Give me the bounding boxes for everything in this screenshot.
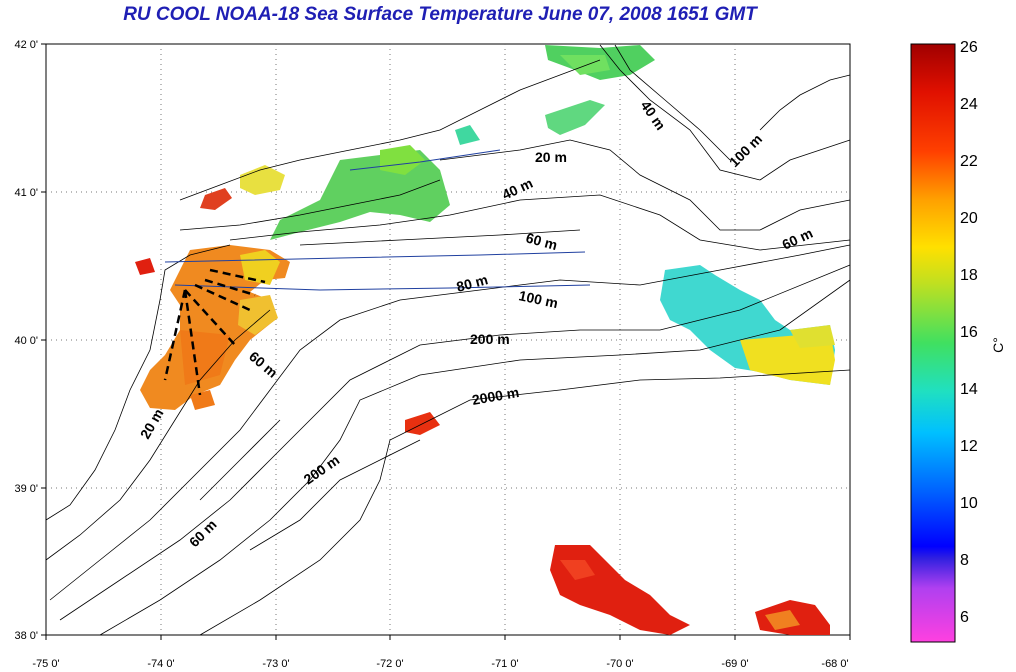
colorbar	[910, 43, 956, 643]
x-tick-label: -72 0'	[376, 658, 403, 670]
colorbar-tick: 26	[960, 39, 978, 56]
x-tick-label: -68 0'	[821, 658, 848, 670]
contour-label: 200 m	[470, 331, 510, 347]
map-title: RU COOL NOAA-18 Sea Surface Temperature …	[123, 4, 757, 25]
y-tick-label: 40 0'	[14, 335, 38, 347]
x-axis-labels: -75 0' -74 0' -73 0' -72 0' -71 0' -70 0…	[32, 658, 848, 670]
contour-label: 80 m	[455, 271, 490, 295]
x-tick-label: -69 0'	[721, 658, 748, 670]
colorbar-tick: 20	[960, 210, 978, 227]
x-tick-label: -71 0'	[491, 658, 518, 670]
x-tick-label: -73 0'	[262, 658, 289, 670]
colorbar-tick: 14	[960, 381, 978, 398]
colorbar-tick: 6	[960, 609, 969, 626]
y-axis-labels: 42 0' 41 0' 40 0' 39 0' 38 0'	[14, 39, 38, 642]
colorbar-unit: C°	[990, 337, 1006, 353]
x-tick-label: -75 0'	[32, 658, 59, 670]
y-tick-label: 42 0'	[14, 39, 38, 51]
y-tick-label: 41 0'	[14, 187, 38, 199]
colorbar-tick: 12	[960, 438, 978, 455]
colorbar-tick: 10	[960, 495, 978, 512]
x-tick-label: -74 0'	[147, 658, 174, 670]
y-tick-label: 38 0'	[14, 630, 38, 642]
bathymetry-contours	[45, 44, 851, 636]
colorbar-tick: 22	[960, 153, 978, 170]
shipping-lanes	[164, 149, 591, 291]
colorbar-tick: 24	[960, 96, 978, 113]
colorbar-tick: 16	[960, 324, 978, 341]
contour-label: 60 m	[524, 229, 559, 253]
colorbar-labels: 26 24 22 20 18 16 14 12 10 8 6	[960, 39, 978, 626]
x-tick-label: -70 0'	[606, 658, 633, 670]
colorbar-tick: 8	[960, 552, 969, 569]
sst-patches	[135, 45, 835, 635]
contour-label: 20 m	[535, 149, 567, 165]
tick-marks	[41, 43, 851, 640]
transect-lines	[163, 268, 266, 396]
colorbar-tick: 18	[960, 267, 978, 284]
y-tick-label: 39 0'	[14, 483, 38, 495]
